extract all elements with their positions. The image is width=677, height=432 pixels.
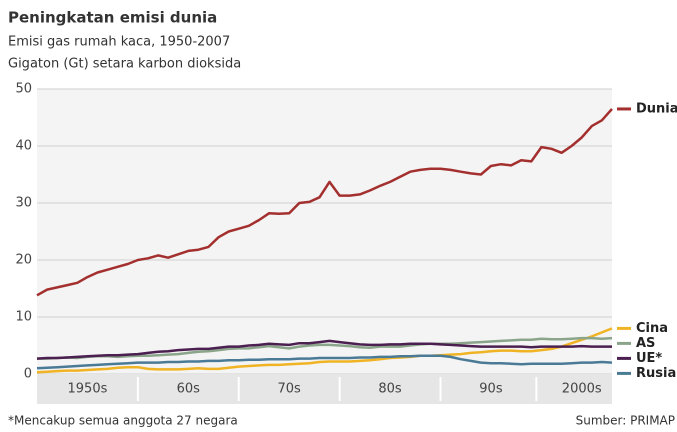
x-tick-label: 90s [479,382,503,397]
legend-label: Rusia [636,366,676,381]
legend-label: UE* [636,351,662,366]
chart-title: Peningkatan emisi dunia [8,9,217,27]
series-line [36,327,613,374]
chart-subtitle: Emisi gas rumah kaca, 1950-2007 [8,35,230,50]
series-line [36,108,613,297]
series-line [36,354,613,370]
y-tick-label: 10 [15,310,32,325]
series-line [36,339,612,360]
y-tick-label: 20 [15,253,32,268]
series-line [37,336,613,360]
y-tick-label: 30 [15,196,32,211]
footnote: *Mencakup semua anggota 27 negara [8,414,238,428]
x-tick-label: 1950s [68,382,108,397]
x-axis-band [37,374,612,404]
legend-label: AS [636,336,655,351]
y-tick-label: 50 [15,82,32,97]
x-tick-label: 60s [177,382,201,397]
legend-label: Cina [636,321,668,336]
source: Sumber: PRIMAP [576,414,675,428]
x-tick-label: 80s [378,382,402,397]
x-tick-label: 2000s [562,382,602,397]
y-axis-label: Gigaton (Gt) setara karbon dioksida [8,57,241,72]
y-tick-label: 40 [15,139,32,154]
legend-label: Dunia [636,101,677,116]
x-tick-label: 70s [278,382,302,397]
y-tick-label: 0 [24,367,32,382]
